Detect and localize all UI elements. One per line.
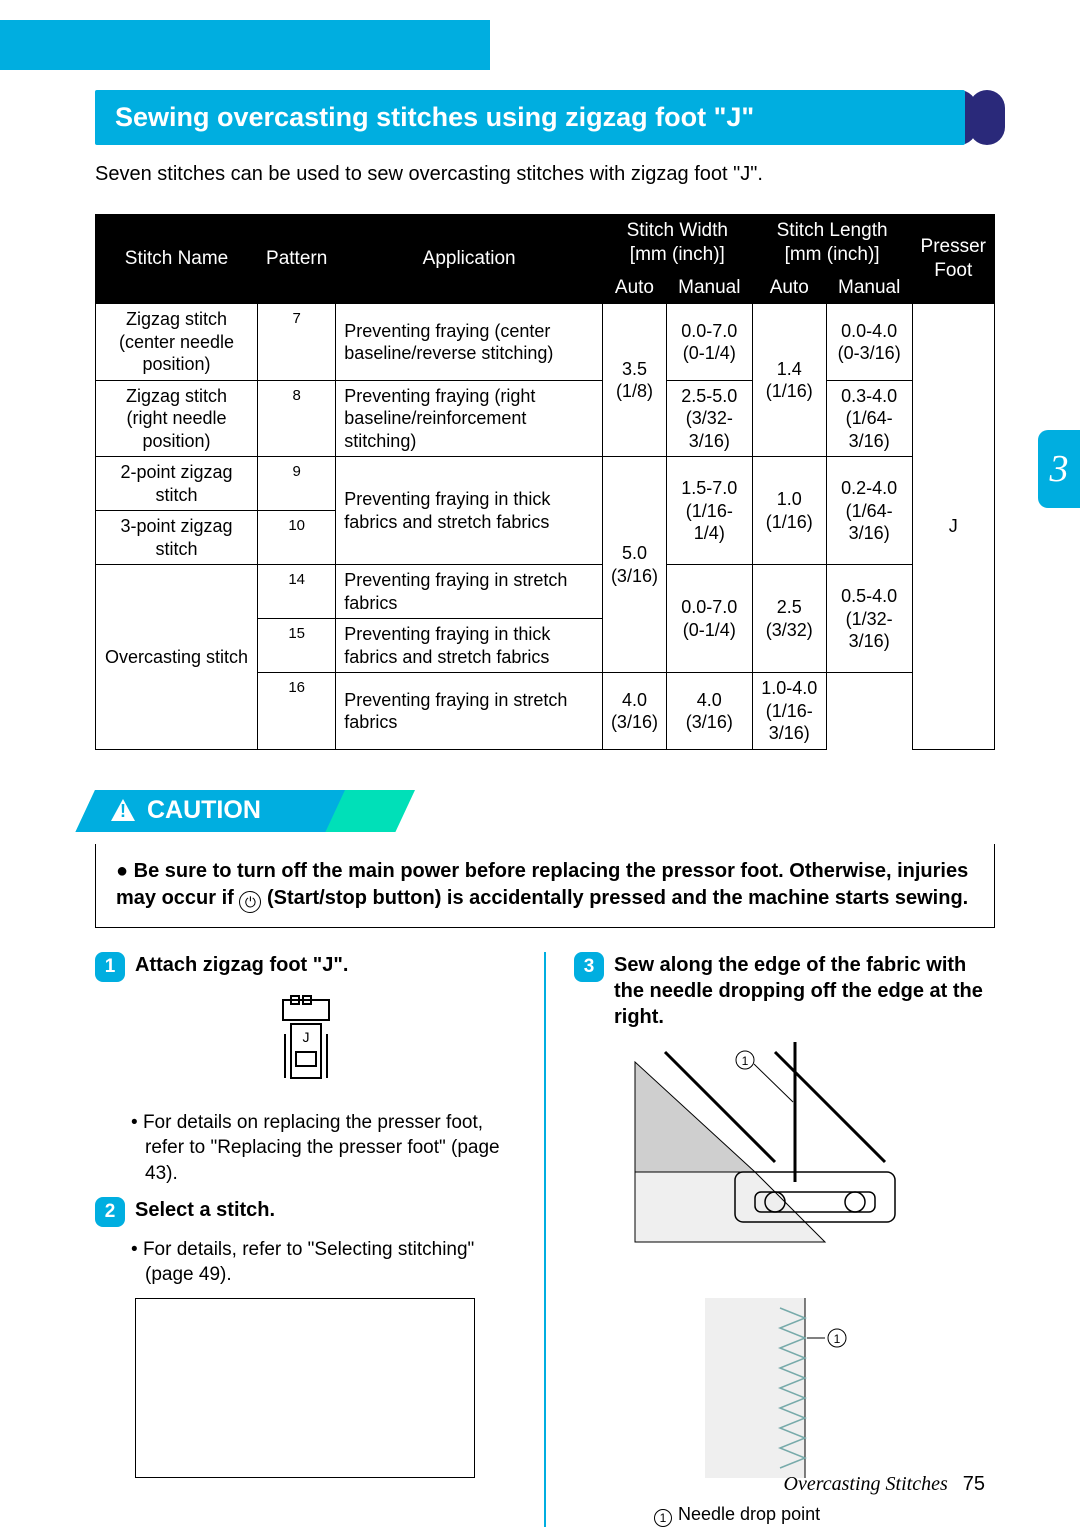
cell-name: Zigzag stitch (center needle position): [96, 304, 258, 381]
cell-pattern: 7: [258, 304, 336, 381]
foot-j-illustration: J: [261, 994, 351, 1094]
page-footer: Overcasting Stitches 75: [784, 1473, 985, 1496]
cell-l-man: 0.2-4.0(1/64-3/16): [826, 457, 912, 565]
section-header: Sewing overcasting stitches using zigzag…: [95, 90, 995, 145]
caution-text-2: (Start/stop button) is accidentally pres…: [267, 887, 968, 909]
cell-name: 2-point zigzag stitch: [96, 457, 258, 511]
th-stitch-length: Stitch Length[mm (inch)]: [752, 215, 912, 272]
table-row: Zigzag stitch (right needle position) 8 …: [96, 380, 995, 457]
th-auto: Auto: [602, 271, 666, 304]
cell-l-auto: 4.0(3/16): [666, 673, 752, 750]
top-accent-bar: [0, 20, 490, 70]
step-bullet-1: For details on replacing the presser foo…: [145, 1110, 516, 1187]
cell-l-man: 0.5-4.0(1/32-3/16): [826, 565, 912, 673]
th-presser-foot: PresserFoot: [912, 215, 994, 304]
step-bullet-2: For details, refer to "Selecting stitchi…: [145, 1237, 516, 1288]
svg-text:1: 1: [741, 1054, 748, 1068]
right-column: 3 Sew along the edge of the fabric with …: [574, 952, 995, 1527]
power-icon: ⏻: [239, 891, 261, 913]
placeholder-box: [135, 1298, 475, 1478]
stitch-table: Stitch Name Pattern Application Stitch W…: [95, 214, 995, 750]
cell-w-man: 0.0-7.0(0-1/4): [666, 304, 752, 381]
cell-l-auto: 1.4(1/16): [752, 304, 826, 457]
cell-pattern: 15: [258, 619, 336, 673]
th-pattern: Pattern: [258, 215, 336, 304]
cell-app: Preventing fraying in stretch fabrics: [336, 673, 603, 750]
cell-pattern: 10: [258, 511, 336, 565]
intro-text: Seven stitches can be used to sew overca…: [95, 163, 995, 186]
cell-name: Zigzag stitch (right needle position): [96, 380, 258, 457]
table-row: 2-point zigzag stitch 9 Preventing frayi…: [96, 457, 995, 511]
step-title-3: Sew along the edge of the fabric with th…: [614, 952, 995, 1030]
cell-pattern: 9: [258, 457, 336, 511]
cell-l-man: 0.3-4.0(1/64-3/16): [826, 380, 912, 457]
step-title-2: Select a stitch.: [135, 1197, 516, 1223]
th-auto: Auto: [752, 271, 826, 304]
footer-page-number: 75: [963, 1473, 985, 1495]
cell-w-man: 2.5-5.0(3/32-3/16): [666, 380, 752, 457]
cell-l-auto: 1.0(1/16): [752, 457, 826, 565]
cell-app: Preventing fraying (right baseline/reinf…: [336, 380, 603, 457]
warning-icon: !: [109, 797, 137, 825]
th-stitch-width: Stitch Width[mm (inch)]: [602, 215, 752, 272]
caution-body: Be sure to turn off the main power befor…: [95, 844, 995, 928]
section-title: Sewing overcasting stitches using zigzag…: [115, 102, 754, 133]
steps-area: 1 Attach zigzag foot "J". J For details …: [95, 952, 995, 1527]
cell-app: Preventing fraying (center baseline/reve…: [336, 304, 603, 381]
cell-pattern: 14: [258, 565, 336, 619]
footer-section: Overcasting Stitches: [784, 1473, 948, 1495]
sewing-illustration: 1: [625, 1042, 945, 1272]
chapter-tab: 3: [1038, 430, 1080, 508]
cell-app: Preventing fraying in thick fabrics and …: [336, 457, 603, 565]
cell-presser-foot: J: [912, 304, 994, 750]
cell-l-man: 0.0-4.0(0-3/16): [826, 304, 912, 381]
svg-text:!: !: [120, 801, 126, 821]
cell-name: Overcasting stitch: [96, 565, 258, 750]
step-title-1: Attach zigzag foot "J".: [135, 952, 516, 978]
illustration-legend: 1 Needle drop point: [654, 1504, 995, 1527]
step-badge-3: 3: [574, 952, 604, 982]
column-divider: [544, 952, 546, 1527]
legend-number-icon: 1: [654, 1509, 672, 1527]
step-badge-2: 2: [95, 1197, 125, 1227]
th-manual: Manual: [826, 271, 912, 304]
cell-w-auto: 4.0(3/16): [602, 673, 666, 750]
cell-app: Preventing fraying in thick fabrics and …: [336, 619, 603, 673]
th-application: Application: [336, 215, 603, 304]
cell-pattern: 8: [258, 380, 336, 457]
legend-text: Needle drop point: [678, 1504, 820, 1524]
page-content: Sewing overcasting stitches using zigzag…: [95, 90, 995, 1527]
cell-pattern: 16: [258, 673, 336, 750]
cell-w-man: 0.0-7.0(0-1/4): [666, 565, 752, 673]
step-badge-1: 1: [95, 952, 125, 982]
left-column: 1 Attach zigzag foot "J". J For details …: [95, 952, 516, 1527]
cell-w-man: 1.5-7.0(1/16-1/4): [666, 457, 752, 565]
caution-header: ! CAUTION: [95, 790, 995, 832]
cell-w-auto: 5.0(3/16): [602, 457, 666, 673]
caution-label: CAUTION: [147, 796, 261, 825]
svg-text:J: J: [302, 1029, 309, 1045]
th-manual: Manual: [666, 271, 752, 304]
table-row: Zigzag stitch (center needle position) 7…: [96, 304, 995, 381]
cell-name: 3-point zigzag stitch: [96, 511, 258, 565]
cell-l-auto: 2.5(3/32): [752, 565, 826, 673]
th-stitch-name: Stitch Name: [96, 215, 258, 304]
cell-app: Preventing fraying in stretch fabrics: [336, 565, 603, 619]
cell-w-auto: 3.5(1/8): [602, 304, 666, 457]
cell-l-man: 1.0-4.0(1/16-3/16): [752, 673, 826, 750]
stitch-sample-illustration: 1: [695, 1288, 875, 1488]
table-row: Overcasting stitch 14 Preventing fraying…: [96, 565, 995, 619]
header-cap-icon: [969, 90, 1005, 145]
svg-text:1: 1: [833, 1332, 840, 1346]
